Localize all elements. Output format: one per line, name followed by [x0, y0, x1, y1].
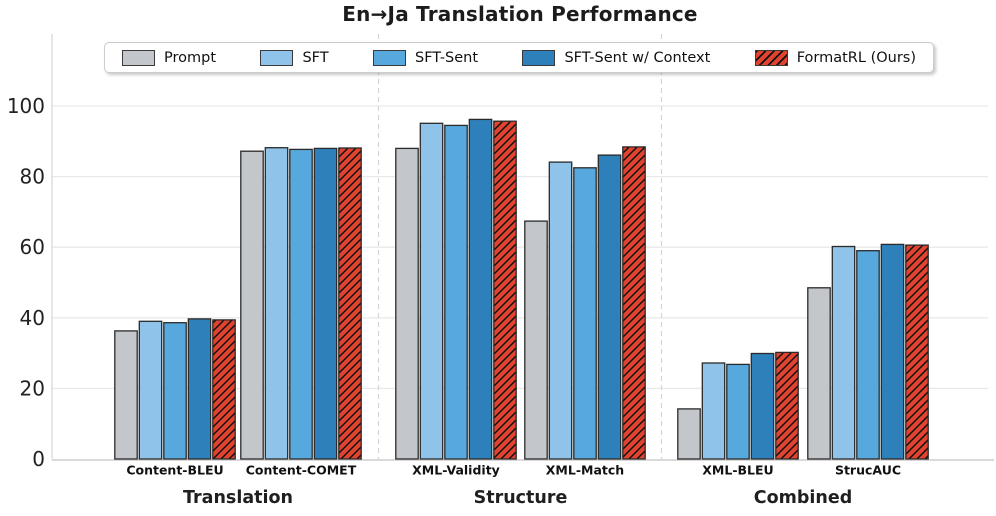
- legend-label-sft: SFT: [302, 49, 329, 66]
- bar-formatrl-ours-strucauc: [905, 244, 929, 460]
- legend-item-formatrl-ours: FormatRL (Ours): [754, 49, 916, 66]
- section-label-structure: Structure: [474, 488, 568, 508]
- bar-sft-sent-w-context-content-bleu: [187, 318, 212, 460]
- bar-formatrl-ours-xml-match: [622, 146, 646, 460]
- legend-swatch-sft: [260, 49, 294, 66]
- legend-item-sft: SFT: [260, 49, 329, 66]
- category-label-xml-validity: XML-Validity: [412, 463, 500, 478]
- legend-swatch-sft-sent-w-context: [522, 49, 556, 66]
- y-tick-label-100: 100: [7, 94, 45, 118]
- category-label-content-comet: Content-COMET: [246, 463, 357, 478]
- y-tick-label-40: 40: [20, 306, 45, 330]
- bar-prompt-xml-match: [524, 220, 548, 460]
- y-tick-label-80: 80: [20, 165, 45, 189]
- bar-sft-sent-xml-validity: [444, 124, 468, 460]
- legend-swatch-prompt: [122, 49, 155, 66]
- bar-sft-xml-bleu: [701, 362, 726, 460]
- legend-label-sft-sent-w-context: SFT-Sent w/ Context: [564, 49, 711, 66]
- bar-sft-sent-w-context-content-comet: [313, 147, 338, 460]
- legend-item-sft-sent-w-context: SFT-Sent w/ Context: [522, 49, 711, 66]
- bar-sft-sent-content-bleu: [163, 322, 187, 460]
- bar-sft-content-comet: [264, 147, 289, 460]
- category-label-xml-bleu: XML-BLEU: [702, 463, 773, 478]
- chart-title: En→Ja Translation Performance: [342, 2, 698, 26]
- category-label-content-bleu: Content-BLEU: [126, 463, 223, 478]
- legend-label-prompt: Prompt: [164, 49, 217, 66]
- legend-item-sft-sent: SFT-Sent: [373, 49, 479, 66]
- legend: Prompt SFT SFT-Sent SFT-Sent w/ Context Form…: [104, 42, 934, 73]
- bar-sft-sent-w-context-xml-match: [597, 154, 622, 460]
- legend-item-prompt: Prompt: [122, 49, 217, 66]
- bar-prompt-content-comet: [240, 150, 264, 460]
- bar-prompt-content-bleu: [114, 330, 138, 460]
- bar-prompt-strucauc: [807, 287, 831, 460]
- bar-sft-content-bleu: [138, 320, 163, 460]
- y-tick-label-20: 20: [20, 376, 45, 400]
- legend-swatch-formatrl-ours: [754, 49, 788, 66]
- section-label-combined: Combined: [754, 488, 852, 508]
- bar-formatrl-ours-xml-bleu: [775, 351, 799, 460]
- bar-sft-xml-match: [548, 161, 573, 460]
- bar-sft-sent-xml-bleu: [726, 363, 750, 460]
- bar-sft-sent-w-context-xml-validity: [468, 118, 493, 460]
- bar-sft-sent-strucauc: [856, 250, 880, 460]
- bar-formatrl-ours-content-bleu: [212, 319, 236, 460]
- bar-prompt-xml-validity: [395, 147, 419, 460]
- bar-prompt-xml-bleu: [677, 408, 701, 460]
- legend-label-formatrl-ours: FormatRL (Ours): [796, 49, 916, 66]
- bar-sft-sent-content-comet: [289, 148, 313, 460]
- bar-sft-sent-w-context-xml-bleu: [750, 352, 775, 460]
- bar-sft-strucauc: [831, 245, 856, 460]
- bar-sft-sent-xml-match: [573, 167, 597, 460]
- category-label-xml-match: XML-Match: [546, 463, 624, 478]
- y-tick-label-0: 0: [32, 447, 45, 471]
- bar-sft-sent-w-context-strucauc: [880, 243, 905, 460]
- section-label-translation: Translation: [183, 488, 293, 508]
- legend-label-sft-sent: SFT-Sent: [415, 49, 479, 66]
- category-label-strucauc: StrucAUC: [835, 463, 901, 478]
- legend-swatch-sft-sent: [373, 49, 406, 66]
- bar-formatrl-ours-xml-validity: [493, 120, 517, 460]
- y-tick-label-60: 60: [20, 235, 45, 259]
- bar-formatrl-ours-content-comet: [338, 147, 362, 460]
- bar-sft-xml-validity: [419, 122, 444, 460]
